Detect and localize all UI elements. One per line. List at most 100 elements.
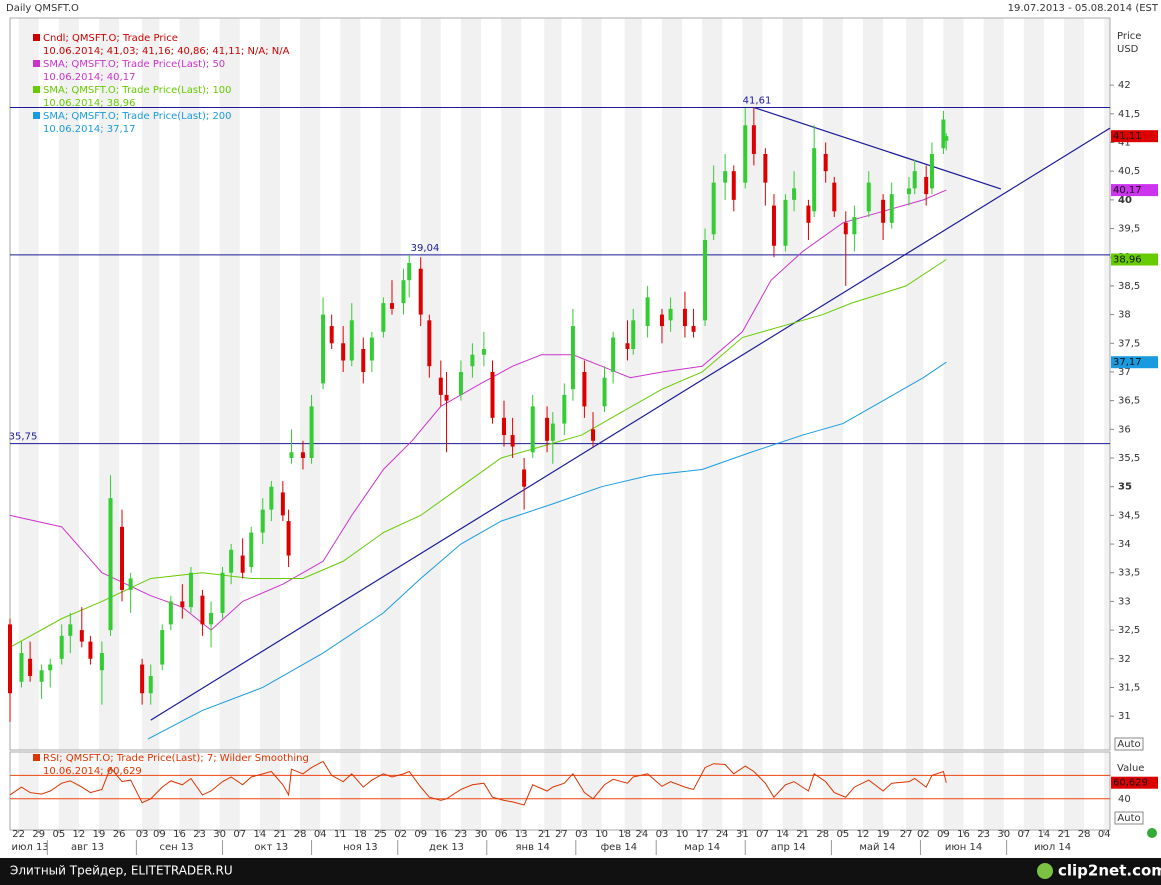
candle-body xyxy=(381,303,386,332)
week-stripe xyxy=(742,752,763,830)
x-tick-label: 04 xyxy=(314,829,327,840)
candle-body xyxy=(99,653,104,671)
legend-name: SMA; QMSFT.O; Trade Price(Last); 200 xyxy=(43,111,232,122)
week-stripe xyxy=(501,752,522,830)
month-label: май 14 xyxy=(859,842,895,853)
plot-layer xyxy=(18,18,1110,830)
y-tick-label: 33 xyxy=(1118,596,1131,607)
week-stripe xyxy=(1104,752,1110,830)
week-stripe xyxy=(460,18,482,750)
y-tick-label: 32,5 xyxy=(1118,625,1140,636)
legend-name: SMA; QMSFT.O; Trade Price(Last); 50 xyxy=(43,59,225,70)
week-stripe xyxy=(863,18,884,750)
y-tick-label: 37,5 xyxy=(1118,338,1140,349)
week-stripe xyxy=(340,18,361,750)
x-tick-label: 03 xyxy=(575,829,588,840)
x-tick-label: 05 xyxy=(52,829,65,840)
month-label: июн 14 xyxy=(945,842,982,853)
x-tick-label: 27 xyxy=(900,829,913,840)
week-stripe xyxy=(219,752,240,830)
price-tag xyxy=(1111,130,1158,143)
x-tick-label: 07 xyxy=(233,829,246,840)
legend-swatch xyxy=(33,34,40,41)
candle-body xyxy=(48,664,53,671)
y-tick-label: 37 xyxy=(1118,367,1131,378)
candle-body xyxy=(120,526,125,590)
candle-body xyxy=(645,297,650,327)
y-tick-label: 33,5 xyxy=(1118,568,1140,579)
candle-body xyxy=(39,670,44,682)
candle-body xyxy=(582,371,587,407)
x-tick-label: 16 xyxy=(434,829,447,840)
week-stripe xyxy=(142,18,160,750)
rsi-legend-detail: 10.06.2014; 60,629 xyxy=(43,766,142,777)
candle-body xyxy=(220,572,225,613)
legend-swatch xyxy=(33,86,40,93)
candle-body xyxy=(530,406,535,453)
footer-site: Элитный Трейдер, ELITETRADER.RU xyxy=(10,864,233,878)
level-label: 39,04 xyxy=(411,243,440,254)
auto-button[interactable] xyxy=(1114,811,1144,825)
x-tick-label: 03 xyxy=(136,829,149,840)
legend-name: Cndl; QMSFT.O; Trade Price xyxy=(43,33,178,44)
y-tick-label: 35 xyxy=(1118,482,1132,493)
y-tick-label: 31,5 xyxy=(1118,682,1140,693)
y-tick-label: 35,5 xyxy=(1118,453,1140,464)
candle-body xyxy=(889,194,894,223)
candle-body xyxy=(444,394,449,401)
week-stripe xyxy=(661,18,683,750)
x-tick-label: 28 xyxy=(294,829,307,840)
week-stripe xyxy=(1023,752,1044,830)
price-tag xyxy=(1111,253,1158,266)
candle-body xyxy=(944,136,949,141)
candle-body xyxy=(349,320,354,361)
x-tick-label: 21 xyxy=(538,829,551,840)
x-tick-label: 22 xyxy=(12,829,25,840)
x-tick-label: 26 xyxy=(113,829,126,840)
x-tick-label: 19 xyxy=(93,829,106,840)
sma-line xyxy=(9,259,947,648)
price-tag xyxy=(1111,184,1158,197)
week-stripe xyxy=(18,752,39,830)
x-tick-label: 19 xyxy=(877,829,890,840)
x-tick-label: 28 xyxy=(1078,829,1091,840)
legend-swatch xyxy=(33,112,40,119)
candle-body xyxy=(611,337,616,372)
x-tick-label: 11 xyxy=(334,829,347,840)
candle-body xyxy=(19,653,24,682)
y-tick-label: 41 xyxy=(1118,137,1131,148)
auto-label: Auto xyxy=(1117,739,1140,750)
candle-body xyxy=(591,429,596,441)
week-stripe xyxy=(179,752,200,830)
logo-icon xyxy=(1037,863,1053,879)
x-tick-label: 07 xyxy=(1017,829,1030,840)
candle-body xyxy=(659,314,664,327)
y-tick-label: 36 xyxy=(1118,424,1131,435)
candle-body xyxy=(912,171,917,189)
rsi-tag xyxy=(1111,776,1158,789)
month-label: янв 14 xyxy=(516,842,550,853)
x-tick-label: 16 xyxy=(173,829,186,840)
week-stripe xyxy=(420,18,441,750)
candle-body xyxy=(108,498,113,631)
auto-button[interactable] xyxy=(1114,737,1144,751)
week-stripe xyxy=(742,18,763,750)
x-tick-label: 30 xyxy=(213,829,226,840)
x-tick-label: 30 xyxy=(997,829,1010,840)
candle-body xyxy=(941,119,946,149)
rsi-line xyxy=(9,760,947,806)
month-label: ноя 13 xyxy=(343,842,378,853)
x-tick-label: 21 xyxy=(1058,829,1071,840)
week-stripe xyxy=(863,752,884,830)
candle-body xyxy=(711,182,716,235)
price-tag-label: 41,11 xyxy=(1113,131,1142,142)
month-label: мар 14 xyxy=(684,842,720,853)
week-stripe xyxy=(624,18,642,750)
x-tick-label: 18 xyxy=(618,829,631,840)
x-tick-label: 09 xyxy=(937,829,950,840)
week-stripe xyxy=(501,18,522,750)
x-tick-label: 31 xyxy=(736,829,749,840)
candle-body xyxy=(341,343,346,361)
x-tick-label: 09 xyxy=(153,829,166,840)
candle-body xyxy=(866,182,871,212)
